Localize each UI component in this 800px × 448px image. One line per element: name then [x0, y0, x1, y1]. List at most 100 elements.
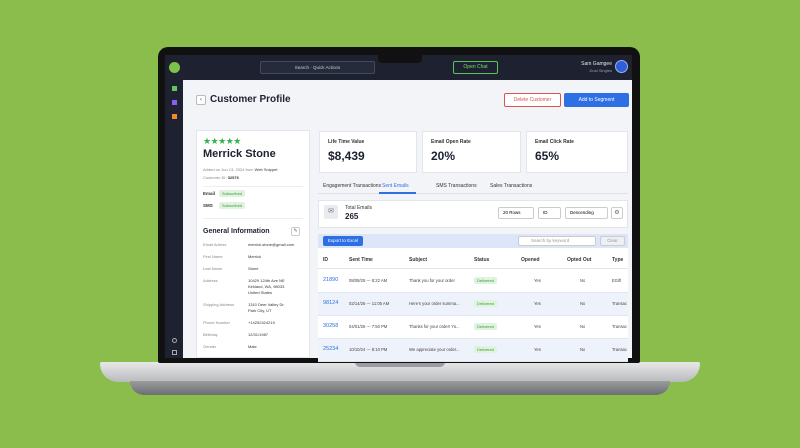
tab[interactable]: Engagement Transactions [323, 183, 382, 189]
status-badge: Delivered [474, 346, 497, 353]
cell: Yes [534, 301, 541, 306]
nav-icon [172, 100, 177, 105]
row-id-link[interactable]: 30258 [323, 323, 339, 329]
table-search[interactable]: Search by keyword [518, 236, 596, 246]
sort-field-select[interactable]: ID [538, 207, 561, 219]
metric-label: Email Click Rate [535, 139, 574, 145]
camera-notch [378, 55, 422, 63]
tab[interactable]: Sales Transactions [490, 183, 533, 189]
tab-underline [379, 192, 416, 194]
cell: We appreciate your order... [409, 347, 460, 352]
cell: Thanks for your order! Yo... [409, 324, 460, 329]
added-date: Added on Jun 13, 2024 from [203, 167, 254, 172]
field-value: Stone [248, 266, 259, 271]
field-label: Phone Number [203, 320, 230, 325]
field-label: Gender [203, 344, 217, 349]
profile-card [196, 130, 310, 358]
row-id-link[interactable]: 25234 [323, 346, 339, 352]
field-value: 1310 Deer Valley Dr. Park City, UT [248, 302, 285, 313]
cell: 04/01/26 --- 7:50 PM [349, 324, 388, 329]
cell: EGift [612, 278, 622, 283]
column-header[interactable]: Opted Out [567, 257, 592, 263]
mail-icon: ✉ [324, 205, 338, 219]
settings-button[interactable]: ⚙ [611, 207, 623, 219]
back-button[interactable]: ‹ [196, 95, 206, 105]
column-header[interactable]: Type [612, 257, 624, 263]
nav-icon [172, 338, 177, 343]
laptop-notch-base [355, 362, 445, 367]
status-badge: Delivered [474, 323, 497, 330]
field-value: 12/31/1987 [248, 332, 269, 337]
cell: Yes [534, 324, 541, 329]
cell: No [580, 301, 586, 306]
cell: 10/10/24 --- 8:10 PM [349, 347, 388, 352]
metric-label: Email Open Rate [431, 139, 471, 145]
source: Web Snippet [254, 167, 278, 172]
delete-button[interactable]: Delete Customer [504, 93, 561, 107]
metric-card [319, 131, 417, 173]
divider [203, 186, 303, 187]
metric-card [526, 131, 628, 173]
cell: Transac [612, 324, 627, 329]
customer-name: Merrick Stone [203, 148, 276, 160]
customer-id: Customer ID: 32576 [203, 175, 239, 180]
laptop-base-shadow [130, 381, 670, 395]
field-value: +14252424219 [248, 320, 275, 325]
field-label: Last Name [203, 266, 223, 271]
field-label: Birthday [203, 332, 218, 337]
user-name: Sam Gamgee [581, 61, 612, 67]
column-header[interactable]: Status [474, 257, 490, 263]
tabs-line [318, 193, 628, 194]
metric-value: 65% [535, 149, 560, 163]
export-button[interactable]: Export to Excel [323, 236, 363, 246]
column-header[interactable]: Opened [521, 257, 540, 263]
edit-button[interactable]: ✎ [291, 227, 300, 236]
avatar[interactable] [615, 60, 628, 73]
sidebar [165, 55, 183, 358]
summary-label: Total Emails [345, 205, 372, 211]
laptop-base [100, 362, 700, 382]
tab[interactable]: Sent Emails [382, 183, 409, 189]
table-row [318, 316, 628, 339]
open-chat-button[interactable]: Open Chat [453, 61, 498, 74]
row-id-link[interactable]: 98124 [323, 300, 339, 306]
subscription-badge: Subscribed [219, 190, 246, 197]
customer-id-value: 32576 [227, 175, 239, 180]
row-id-link[interactable]: 21890 [323, 277, 339, 283]
segment-button[interactable]: Add to Segment [564, 93, 629, 107]
added-text: Added on Jun 13, 2024 from Web Snippet [203, 167, 277, 172]
field-label: Shipping Address [203, 302, 235, 307]
tab[interactable]: SMS Transactions [436, 183, 477, 189]
rows-select[interactable]: 20 Rows [498, 207, 534, 219]
field-value: Male [248, 344, 257, 349]
column-header[interactable]: ID [323, 257, 328, 263]
column-header[interactable]: Subject [409, 257, 428, 263]
table-row [318, 270, 628, 293]
clear-button[interactable]: Clear [600, 236, 625, 246]
cell: Thank you for your order [409, 278, 455, 283]
customer-id-label: Customer ID: [203, 175, 227, 180]
metric-card [422, 131, 521, 173]
cell: Yes [534, 347, 541, 352]
field-value: merrick.stone@gmail.com [248, 242, 295, 247]
rating-stars: ★★★★★ [203, 136, 241, 146]
field-value: Merrick [248, 254, 262, 259]
cell: Yes [534, 278, 541, 283]
header-divider [318, 268, 628, 269]
search-box[interactable]: Search · Quick Actions [260, 61, 375, 74]
nav-icon [172, 114, 177, 119]
column-header[interactable]: Sent Time [349, 257, 373, 263]
cell: No [580, 278, 586, 283]
divider [203, 218, 303, 219]
sort-order-select[interactable]: Descending [565, 207, 608, 219]
field-label: Email Adress [203, 242, 227, 247]
status-badge: Delivered [474, 300, 497, 307]
metric-label: Life Time Value [328, 139, 365, 145]
nav-icon [172, 350, 177, 355]
subscription-label: Email [203, 191, 216, 196]
cell: Transac [612, 347, 627, 352]
field-label: First Name [203, 254, 223, 259]
cell: 02/14/26 --- 11:05 AM [349, 301, 390, 306]
table-row [318, 293, 628, 316]
cell: No [580, 347, 586, 352]
